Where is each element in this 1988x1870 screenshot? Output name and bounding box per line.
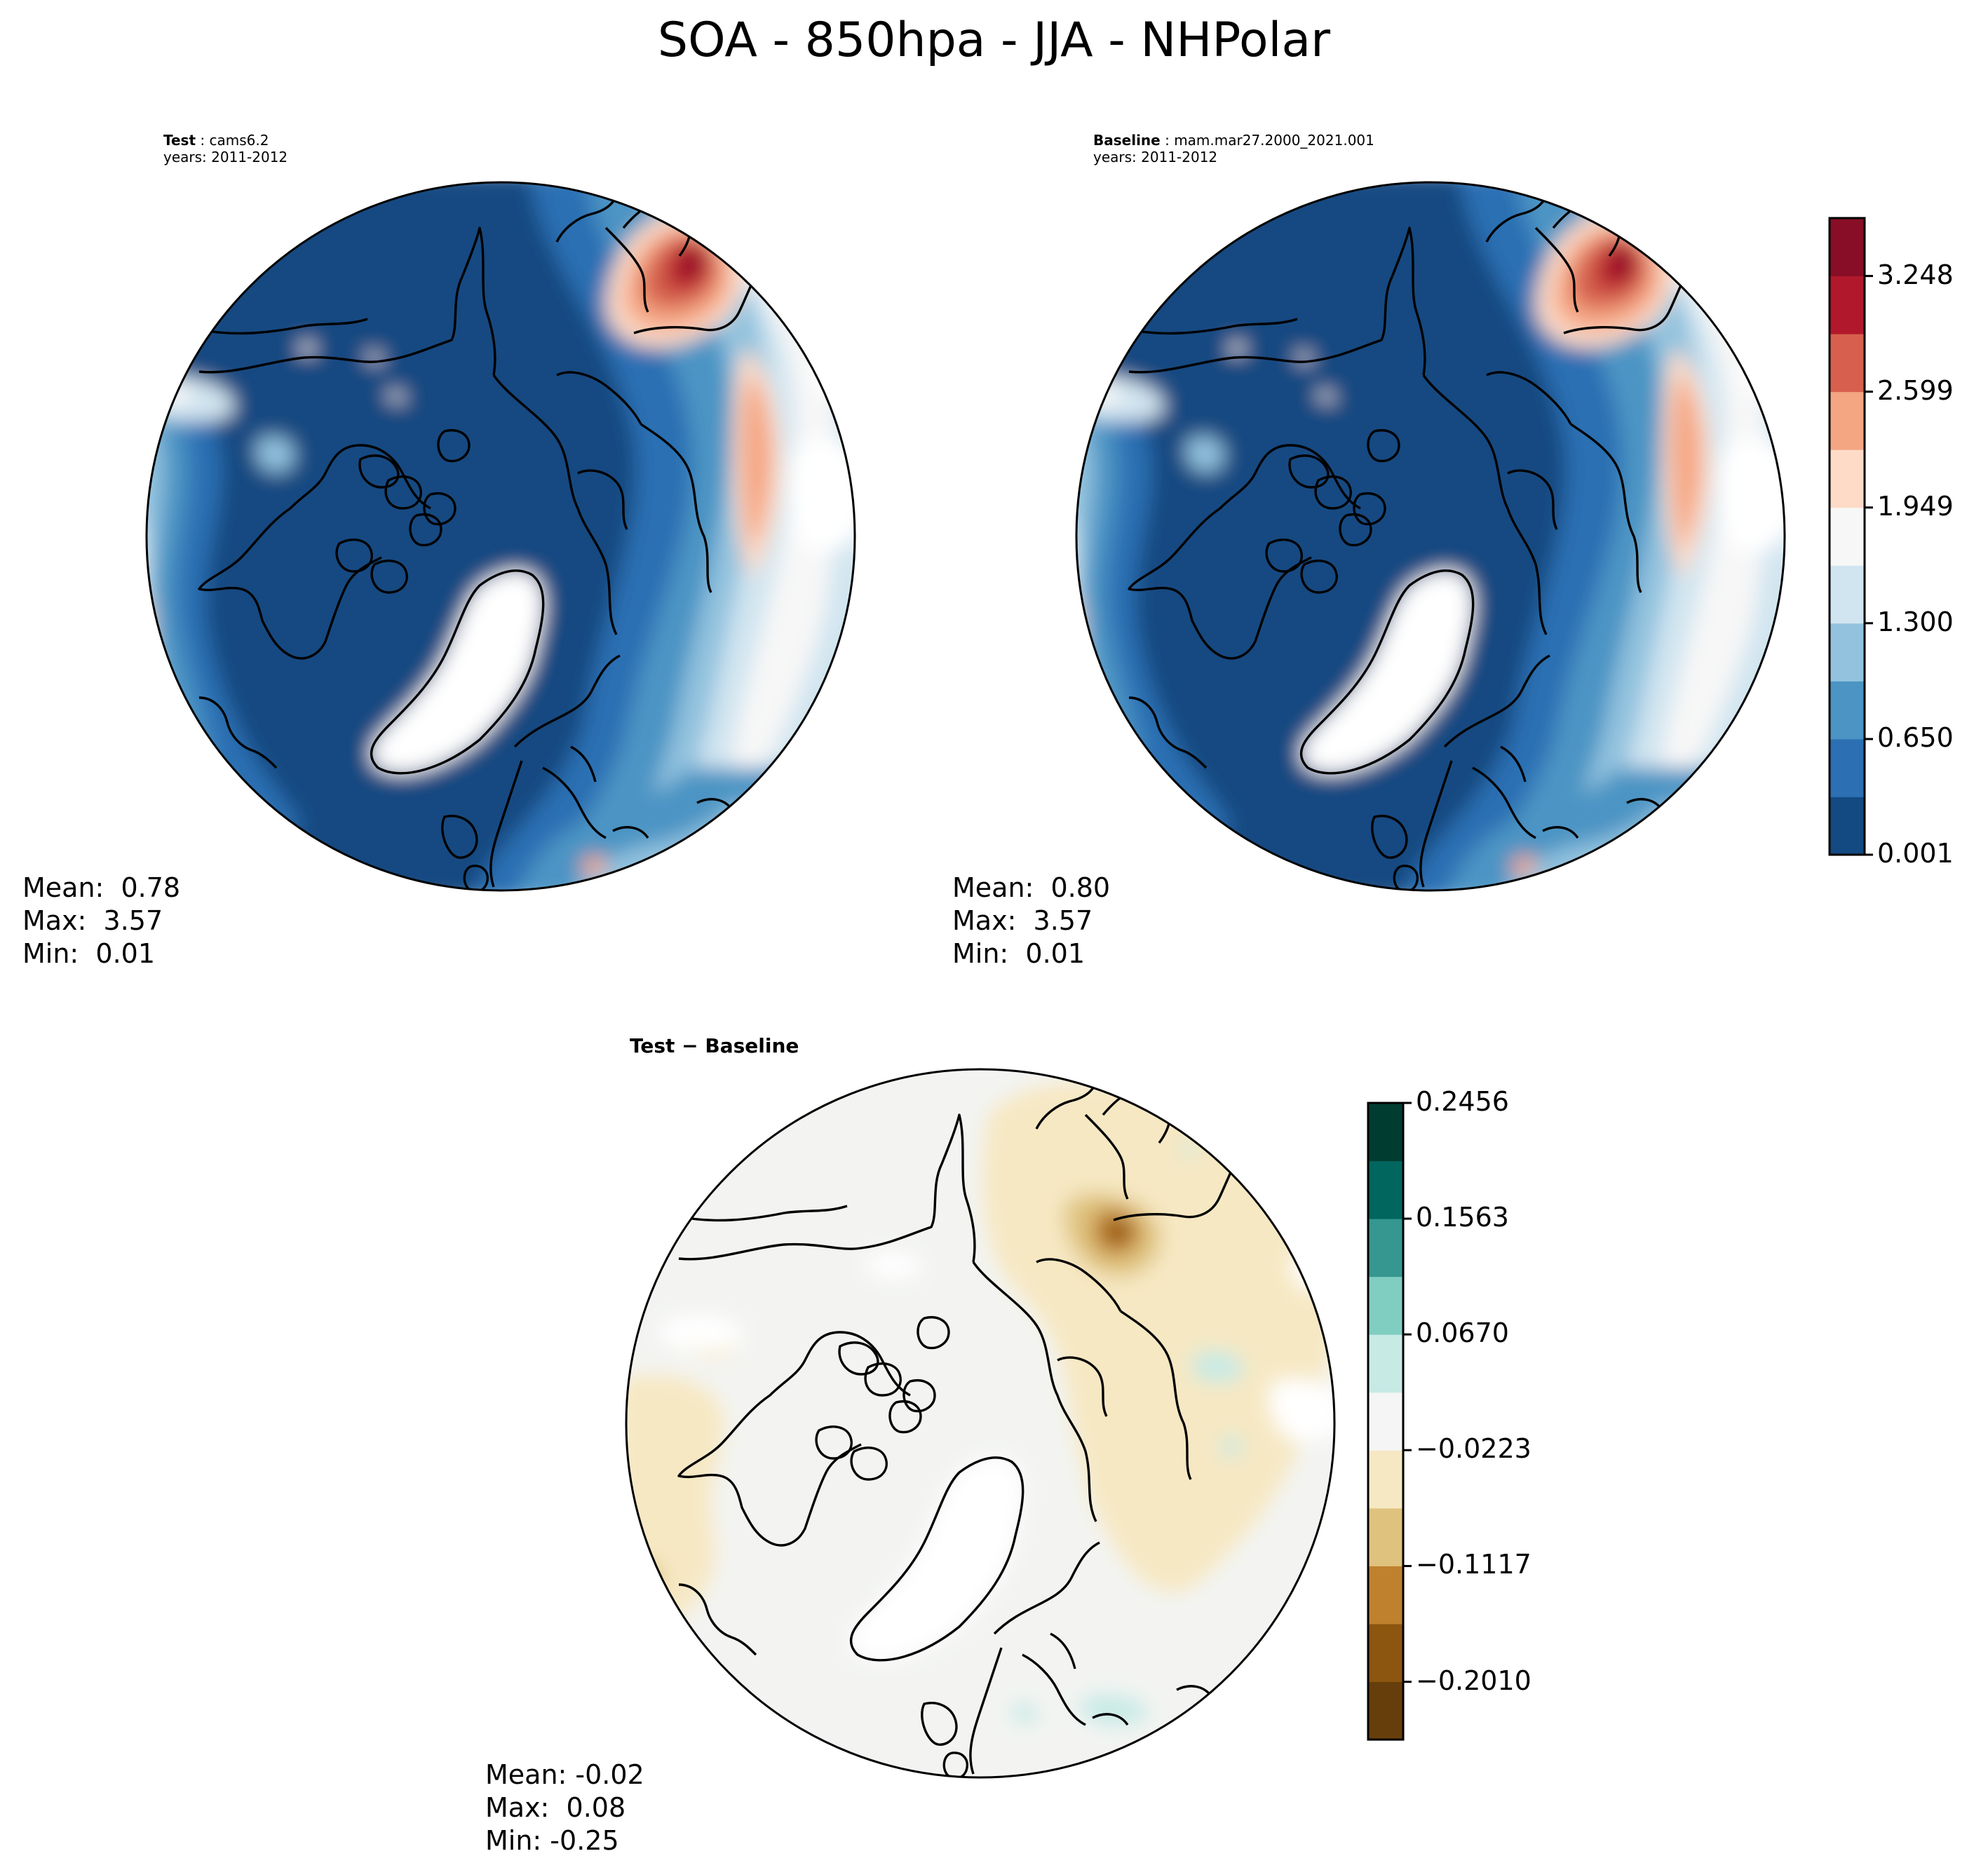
diff-colorbar-tick-label: 0.0670 bbox=[1416, 1317, 1509, 1349]
test-label: Test bbox=[163, 132, 196, 149]
field-colorbar-segment bbox=[1830, 449, 1865, 508]
diff-colorbar-tick-label: −0.0223 bbox=[1416, 1433, 1531, 1465]
baseline-label: Baseline bbox=[1093, 132, 1161, 149]
diff-colorbar-segment bbox=[1368, 1392, 1403, 1451]
diff-colorbar-segment bbox=[1368, 1276, 1403, 1335]
test-case-name: cams6.2 bbox=[209, 132, 269, 149]
diff-colorbar-segment bbox=[1368, 1450, 1403, 1509]
baseline-map bbox=[1076, 182, 1785, 890]
field-colorbar-tick-label: 0.001 bbox=[1877, 838, 1954, 869]
field-colorbar-frame bbox=[1828, 217, 1866, 856]
field-colorbar bbox=[1828, 217, 1873, 856]
field-colorbar-tick-label: 0.650 bbox=[1877, 722, 1954, 754]
test-map bbox=[147, 182, 855, 890]
diff-colorbar-segment bbox=[1368, 1103, 1403, 1162]
baseline-panel-title: Baseline : mam.mar27.2000_2021.001 years… bbox=[1093, 132, 1374, 165]
field-colorbar-segment bbox=[1830, 565, 1865, 624]
figure-title: SOA - 850hpa - JJA - NHPolar bbox=[657, 13, 1331, 68]
field-colorbar-segment bbox=[1830, 218, 1865, 277]
diff-colorbar-segment bbox=[1368, 1507, 1403, 1566]
test-stats: Mean: 0.78 Max: 3.57 Min: 0.01 bbox=[22, 872, 180, 970]
diff-map bbox=[626, 1069, 1334, 1777]
field-colorbar-tick-label: 1.949 bbox=[1877, 490, 1954, 522]
baseline-stat-mean: Mean: 0.80 bbox=[952, 872, 1111, 903]
field-colorbar-segment bbox=[1830, 623, 1865, 682]
test-panel-title: Test : cams6.2 years: 2011-2012 bbox=[163, 132, 288, 165]
diff-colorbar-segment bbox=[1368, 1623, 1403, 1682]
baseline-case-name: mam.mar27.2000_2021.001 bbox=[1174, 132, 1374, 149]
field-colorbar-segment bbox=[1830, 391, 1865, 450]
field-colorbar-segment bbox=[1830, 681, 1865, 740]
field-colorbar-segment bbox=[1830, 507, 1865, 566]
test-years: years: 2011-2012 bbox=[163, 149, 288, 165]
diff-map-boundary bbox=[625, 1068, 1336, 1779]
diff-stat-mean: Mean: -0.02 bbox=[485, 1759, 644, 1790]
diff-stat-max: Max: 0.08 bbox=[485, 1792, 626, 1823]
test-stat-min: Min: 0.01 bbox=[22, 938, 155, 969]
field-colorbar-segment bbox=[1830, 334, 1865, 393]
baseline-colon: : bbox=[1160, 132, 1175, 149]
field-colorbar-tick-label: 3.248 bbox=[1877, 259, 1954, 290]
field-colorbar-segment bbox=[1830, 738, 1865, 797]
baseline-map-boundary bbox=[1075, 181, 1786, 892]
diff-colorbar-segment bbox=[1368, 1334, 1403, 1393]
field-colorbar-segment bbox=[1830, 276, 1865, 334]
field-colorbar-tick-label: 2.599 bbox=[1877, 374, 1954, 406]
diff-stats: Mean: -0.02 Max: 0.08 Min: -0.25 bbox=[485, 1759, 644, 1857]
baseline-stats: Mean: 0.80 Max: 3.57 Min: 0.01 bbox=[952, 872, 1110, 970]
field-colorbar-tick-label: 1.300 bbox=[1877, 606, 1954, 637]
field-colorbar-segment bbox=[1830, 797, 1865, 855]
diff-stat-min: Min: -0.25 bbox=[485, 1825, 619, 1856]
diff-colorbar-tick-label: −0.2010 bbox=[1416, 1665, 1531, 1696]
diff-colorbar-tick-label: 0.2456 bbox=[1416, 1086, 1509, 1117]
diff-colorbar-segment bbox=[1368, 1219, 1403, 1278]
diff-colorbar bbox=[1367, 1102, 1412, 1741]
test-map-boundary bbox=[145, 181, 856, 892]
diff-colorbar-segment bbox=[1368, 1681, 1403, 1740]
test-stat-max: Max: 3.57 bbox=[22, 905, 163, 936]
diff-colorbar-tick-label: −0.1117 bbox=[1416, 1549, 1531, 1580]
diff-colorbar-frame bbox=[1367, 1102, 1405, 1741]
baseline-years: years: 2011-2012 bbox=[1093, 149, 1218, 165]
diff-panel-title: Test − Baseline bbox=[630, 1034, 799, 1057]
diff-colorbar-segment bbox=[1368, 1566, 1403, 1625]
test-stat-mean: Mean: 0.78 bbox=[22, 872, 181, 903]
diff-colorbar-segment bbox=[1368, 1160, 1403, 1219]
diff-colorbar-tick-label: 0.1563 bbox=[1416, 1202, 1509, 1233]
baseline-stat-max: Max: 3.57 bbox=[952, 905, 1093, 936]
baseline-stat-min: Min: 0.01 bbox=[952, 938, 1085, 969]
test-colon: : bbox=[196, 132, 210, 149]
